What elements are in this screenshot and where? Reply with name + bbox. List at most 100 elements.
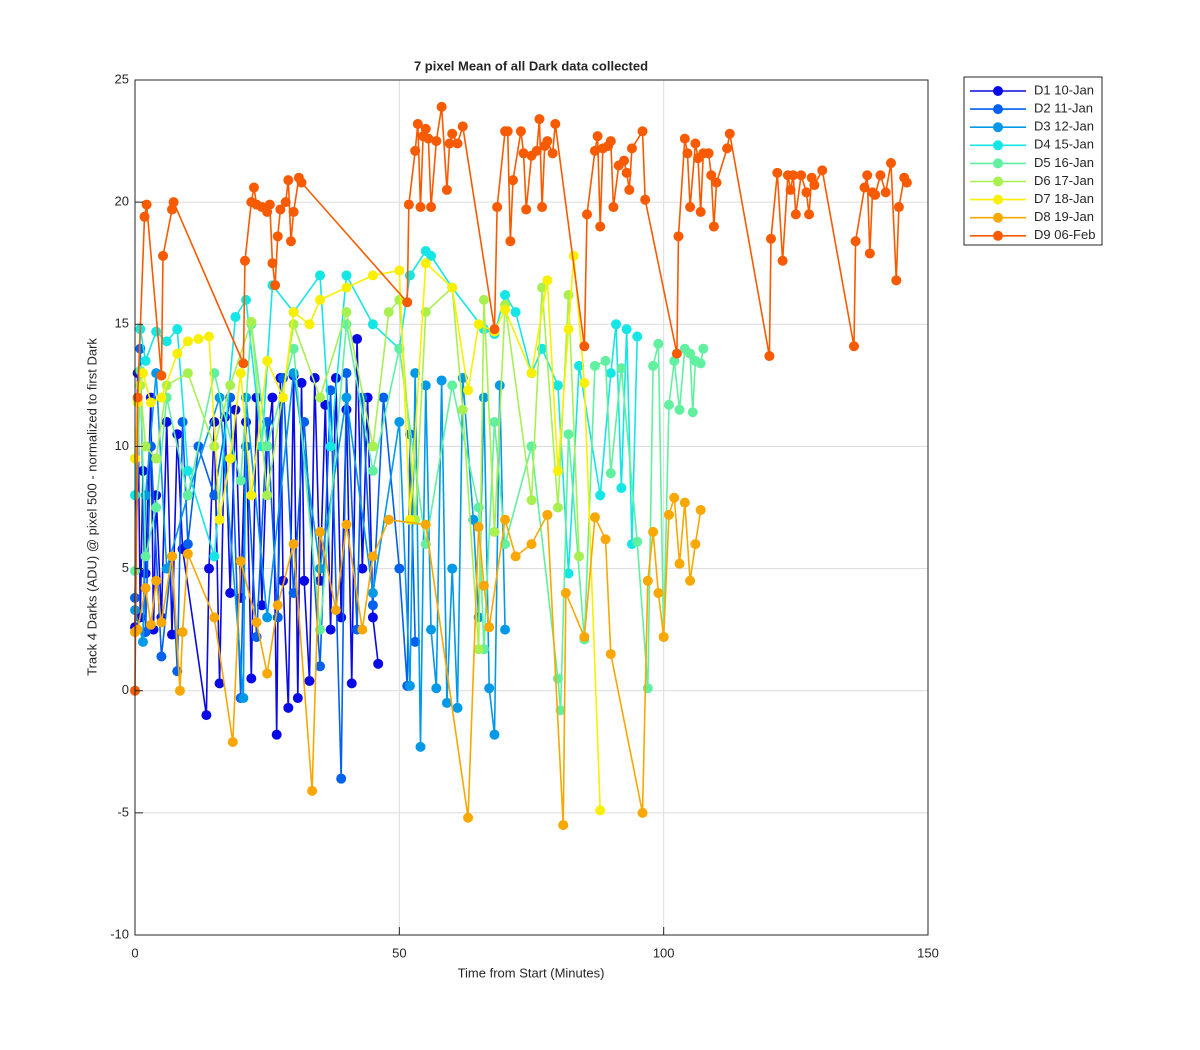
data-point xyxy=(404,429,415,440)
data-point xyxy=(288,206,299,217)
data-point xyxy=(156,617,167,628)
data-point xyxy=(151,575,162,586)
data-point xyxy=(182,465,193,476)
data-point xyxy=(299,575,310,586)
data-point xyxy=(299,417,310,427)
legend-label: D7 18-Jan xyxy=(1034,191,1094,206)
data-point xyxy=(214,678,225,689)
data-point xyxy=(708,221,719,232)
data-point xyxy=(325,441,336,452)
data-point xyxy=(663,399,674,410)
data-point xyxy=(777,255,788,266)
axes: 0 50 100 150 -10 -5 0 5 10 15 20 25 xyxy=(110,71,939,960)
data-point xyxy=(341,307,352,318)
data-point xyxy=(225,588,236,598)
data-point xyxy=(447,282,458,293)
data-point xyxy=(626,143,637,154)
data-point xyxy=(209,490,220,501)
data-point xyxy=(404,680,415,691)
legend-marker xyxy=(993,140,1003,151)
data-point xyxy=(611,319,622,330)
data-point xyxy=(500,514,511,525)
data-point xyxy=(426,202,437,213)
data-point xyxy=(182,539,193,550)
data-point xyxy=(296,377,307,388)
data-point xyxy=(272,231,283,242)
data-point xyxy=(151,326,162,337)
data-point xyxy=(552,380,563,391)
data-point xyxy=(463,812,474,823)
plot-area xyxy=(130,101,912,831)
data-point xyxy=(463,385,474,396)
data-point xyxy=(870,189,881,200)
legend-marker xyxy=(993,212,1003,223)
data-point xyxy=(288,307,299,318)
data-point xyxy=(140,583,151,594)
data-point xyxy=(209,612,220,623)
data-point xyxy=(441,697,452,708)
data-point xyxy=(182,490,193,501)
data-point xyxy=(552,673,563,684)
data-point xyxy=(595,221,606,232)
legend-marker xyxy=(993,176,1003,187)
data-point xyxy=(410,636,421,647)
data-point xyxy=(901,177,912,188)
data-point xyxy=(373,658,384,669)
data-point xyxy=(547,148,558,159)
data-point xyxy=(367,319,378,330)
data-point xyxy=(772,167,783,178)
data-point xyxy=(579,631,590,642)
y-tick-label: 20 xyxy=(115,194,129,209)
y-tick-label: 5 xyxy=(122,560,129,575)
data-point xyxy=(227,737,238,748)
data-point xyxy=(307,785,318,796)
data-point xyxy=(885,158,896,169)
data-point xyxy=(341,270,352,281)
data-point xyxy=(880,187,891,198)
data-point xyxy=(394,563,405,574)
data-point xyxy=(582,209,593,220)
axes-box xyxy=(134,79,929,936)
data-point xyxy=(267,258,278,269)
data-point xyxy=(325,385,336,396)
data-point xyxy=(172,324,183,335)
data-point xyxy=(642,683,653,694)
data-point xyxy=(304,675,315,686)
data-point xyxy=(272,600,283,611)
data-point xyxy=(447,380,458,391)
data-point xyxy=(168,197,179,208)
data-point xyxy=(420,519,431,530)
data-point xyxy=(605,468,616,479)
data-point xyxy=(141,199,152,210)
data-point xyxy=(542,275,553,286)
data-point xyxy=(204,563,215,574)
data-point xyxy=(690,539,701,550)
data-point xyxy=(484,683,495,694)
data-point xyxy=(703,148,714,159)
data-point xyxy=(235,556,246,567)
data-point xyxy=(346,678,357,689)
data-point xyxy=(447,128,458,139)
data-point xyxy=(420,258,431,269)
data-point xyxy=(394,265,405,276)
data-point xyxy=(140,551,151,562)
data-point xyxy=(132,392,143,403)
data-point xyxy=(251,617,262,628)
data-point xyxy=(137,368,148,379)
data-point xyxy=(489,526,500,537)
data-point xyxy=(537,282,548,293)
data-point xyxy=(809,180,820,191)
data-point xyxy=(850,236,861,247)
data-point xyxy=(441,184,452,195)
data-point xyxy=(637,126,648,137)
data-point xyxy=(473,644,484,655)
data-point xyxy=(161,336,172,347)
data-point xyxy=(605,368,616,379)
data-point xyxy=(722,143,733,154)
data-point xyxy=(256,600,267,611)
data-point xyxy=(706,170,717,181)
legend-marker xyxy=(993,194,1003,205)
data-point xyxy=(788,170,799,181)
legend-label: D9 06-Feb xyxy=(1034,227,1095,242)
data-point xyxy=(724,128,735,139)
